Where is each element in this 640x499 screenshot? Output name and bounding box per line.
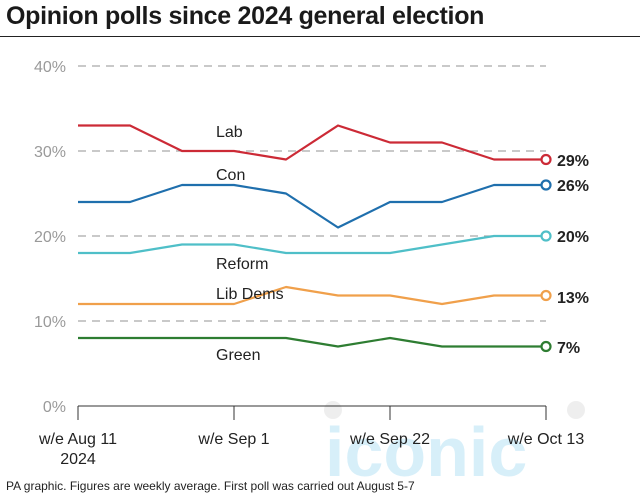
- y-tick-label: 40%: [34, 59, 66, 76]
- series-line-green: [78, 336, 546, 348]
- series-label: Con: [216, 167, 245, 184]
- watermark-dot: [324, 401, 342, 419]
- x-tick-label: w/e Sep 1: [197, 431, 269, 448]
- series-label: Lab: [216, 124, 243, 141]
- y-tick-label: 20%: [34, 229, 66, 246]
- y-tick-label: 0%: [43, 399, 66, 416]
- end-value-label: 29%: [557, 153, 589, 170]
- series-line-lab: [78, 124, 546, 161]
- series-line-lib-dems: [78, 285, 546, 306]
- x-tick-label: w/e Oct 13: [507, 431, 585, 448]
- end-marker: [540, 230, 552, 242]
- series-line-reform: [78, 234, 546, 255]
- watermark-text: iconic: [325, 413, 527, 491]
- series-label: Lib Dems: [216, 286, 284, 303]
- end-value-label: 20%: [557, 229, 589, 246]
- end-marker: [540, 153, 552, 166]
- end-value-label: 13%: [557, 290, 589, 307]
- x-tick-label: w/e Aug 11: [38, 431, 117, 448]
- end-marker: [540, 289, 552, 302]
- x-axis: w/e Aug 11 2024 w/e Sep 1 w/e Sep 22 w/e Oct…: [38, 405, 585, 468]
- x-tick-label: 2024: [60, 451, 96, 468]
- end-marker: [540, 179, 552, 191]
- series-lines: Lab 29% Con 26% Reform 20% Lib Dems 13% Green 7%: [78, 124, 589, 364]
- y-tick-label: 30%: [34, 144, 66, 161]
- footnote: PA graphic. Figures are weekly average. …: [6, 479, 415, 493]
- page-title: Opinion polls since 2024 general electio…: [6, 2, 485, 30]
- watermark-logo: iconic: [324, 401, 585, 491]
- end-marker: [540, 340, 552, 353]
- end-value-label: 26%: [557, 178, 589, 195]
- series-line-con: [78, 183, 546, 229]
- series-label: Green: [216, 347, 260, 364]
- watermark-dot: [567, 401, 585, 419]
- title-divider: [0, 36, 640, 37]
- grid: 0% 10% 20% 30% 40%: [34, 59, 546, 416]
- y-tick-label: 10%: [34, 314, 66, 331]
- end-value-label: 7%: [557, 340, 580, 357]
- series-label: Reform: [216, 256, 268, 273]
- x-tick-label: w/e Sep 22: [349, 431, 430, 448]
